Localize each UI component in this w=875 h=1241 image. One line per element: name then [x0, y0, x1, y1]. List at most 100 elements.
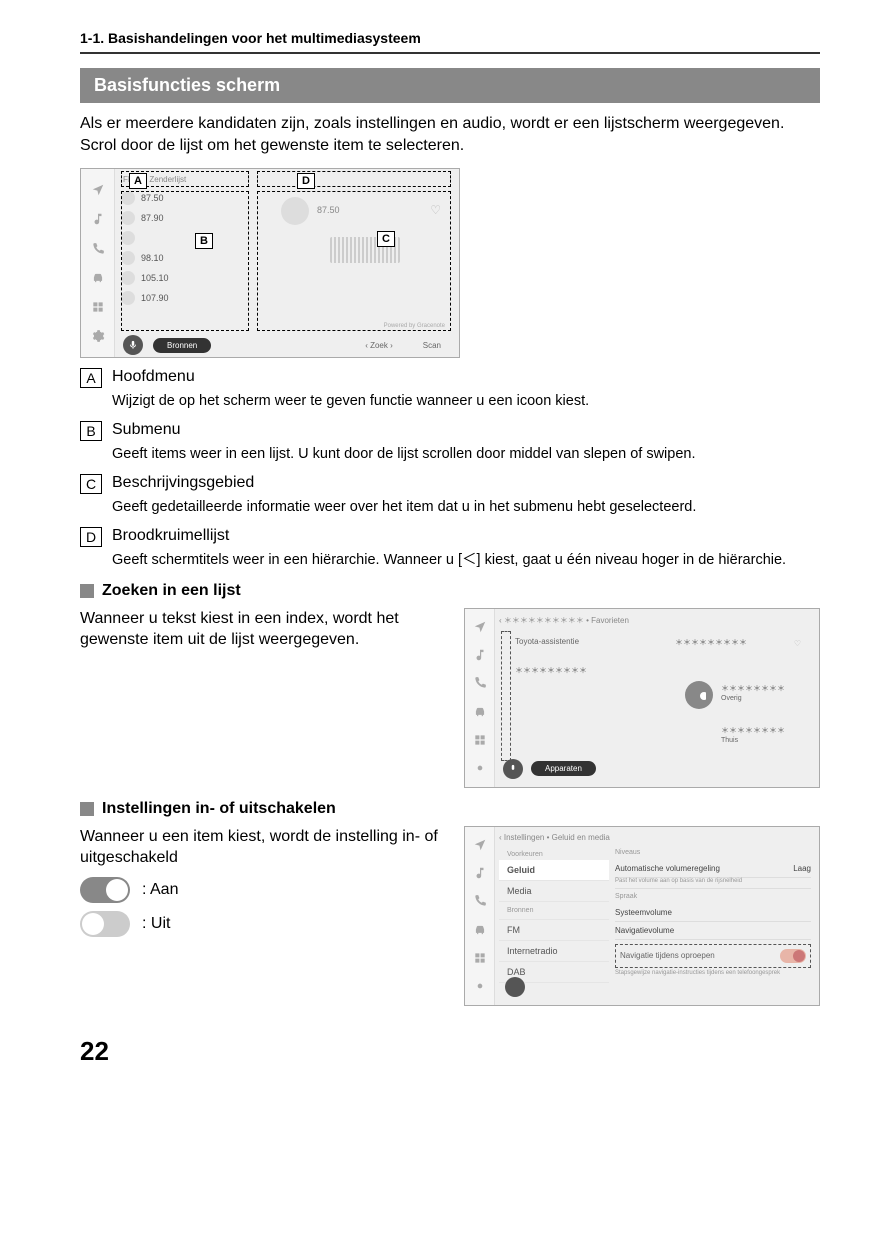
setting-nav-volume-label: Navigatievolume: [615, 926, 674, 935]
sources-button[interactable]: Bronnen: [153, 338, 211, 353]
fig3-breadcrumb: ‹ Instellingen • Geluid en media: [499, 833, 610, 842]
toggle-off-label: : Uit: [142, 913, 170, 935]
zone-d-outline: [257, 171, 451, 187]
phone-icon: [91, 242, 105, 256]
legend-item-d: D Broodkruimellijst: [80, 527, 820, 547]
devices-button[interactable]: Apparaten: [531, 761, 596, 776]
fig1-sidebar: [81, 169, 115, 357]
legend-title-d: Broodkruimellijst: [112, 527, 229, 545]
gear-icon: [473, 979, 487, 993]
legend-title-a: Hoofdmenu: [112, 368, 195, 386]
menu-item-internetradio[interactable]: Internetradio: [499, 941, 609, 962]
setting-auto-volume-desc: Past het volume aan op basis van de rijs…: [615, 878, 811, 889]
car-icon: [91, 271, 105, 285]
page-number: 22: [80, 1036, 820, 1067]
contact-overig: Overig: [721, 695, 742, 702]
square-bullet-icon: [80, 584, 94, 598]
legend-box-c: C: [80, 474, 102, 494]
toggle-on-legend: : Aan: [80, 877, 440, 903]
mic-button[interactable]: [123, 335, 143, 355]
legend-item-a: A Hoofdmenu: [80, 368, 820, 388]
contact-masked-name: ＊＊＊＊＊＊＊＊: [721, 683, 785, 694]
zone-b-outline: [121, 191, 249, 331]
figure-settings-toggle: ‹ Instellingen • Geluid en media Voorkeu…: [464, 826, 820, 1006]
car-icon: [473, 705, 487, 719]
contact-masked-right: ＊＊＊＊＊＊＊＊＊: [675, 637, 747, 648]
favorite-heart-icon[interactable]: ♡: [794, 639, 801, 648]
fig3-sidebar: [465, 827, 495, 1005]
avatar-icon: [685, 681, 713, 709]
figure-search-list: ‹ ＊＊＊＊＊＊＊＊＊＊ • Favorieten Toyota-assiste…: [464, 608, 820, 788]
fig2-sidebar: [465, 609, 495, 787]
legend-desc-b: Geeft items weer in een lijst. U kunt do…: [112, 445, 820, 464]
scan-button[interactable]: Scan: [413, 338, 451, 353]
search-button[interactable]: ‹ Zoek ›: [355, 338, 403, 353]
subheading-toggle-settings: Instellingen in- of uitschakelen: [80, 800, 820, 818]
fig3-right-column: Niveaus Automatische volumeregeling Laag…: [615, 849, 811, 999]
legend-desc-c: Geeft gedetailleerde informatie weer ove…: [112, 498, 820, 517]
legend-title-c: Beschrijvingsgebied: [112, 474, 254, 492]
subheading-search-list: Zoeken in een lijst: [80, 582, 820, 600]
toggle-settings-paragraph: Wanneer u een item kiest, wordt de inste…: [80, 826, 440, 869]
zone-c-outline: [257, 191, 451, 331]
search-list-paragraph: Wanneer u tekst kiest in een index, word…: [80, 608, 440, 651]
legend-item-b: B Submenu: [80, 421, 820, 441]
contact-masked[interactable]: ＊＊＊＊＊＊＊＊＊: [515, 665, 587, 676]
zone-label-b: B: [195, 233, 213, 249]
legend-desc-a: Wijzigt de op het scherm weer te geven f…: [112, 392, 820, 411]
menu-item-media[interactable]: Media: [499, 881, 609, 902]
menu-item-geluid[interactable]: Geluid: [499, 860, 609, 881]
music-note-icon: [473, 866, 487, 880]
toggle-switch-on-icon[interactable]: [780, 949, 806, 963]
fig2-index-column: [501, 631, 511, 761]
legend-desc-d: Geeft schermtitels weer in een hiërarchi…: [112, 551, 820, 570]
mic-icon: [508, 764, 518, 774]
setting-system-volume[interactable]: Systeemvolume: [615, 904, 811, 922]
toggle-on-icon: [80, 877, 130, 903]
setting-nav-during-call-label: Navigatie tijdens oproepen: [620, 951, 715, 960]
setting-nav-volume[interactable]: Navigatievolume: [615, 922, 811, 940]
subheading-toggle-settings-text: Instellingen in- of uitschakelen: [102, 800, 336, 818]
contact-masked-name2: ＊＊＊＊＊＊＊＊: [721, 725, 785, 736]
right-header: Niveaus: [615, 849, 811, 856]
apps-grid-icon: [91, 300, 105, 314]
phone-icon: [473, 676, 487, 690]
legend-title-b: Submenu: [112, 421, 181, 439]
legend-box-b: B: [80, 421, 102, 441]
nav-arrow-icon: [473, 620, 487, 634]
setting-nav-during-call[interactable]: Navigatie tijdens oproepen: [615, 944, 811, 968]
toggle-off-icon: [80, 911, 130, 937]
person-icon: [692, 688, 706, 702]
music-note-icon: [91, 212, 105, 226]
nav-arrow-icon: [91, 183, 105, 197]
contact-toyota-assist[interactable]: Toyota-assistentie: [515, 637, 579, 646]
nav-arrow-icon: [473, 838, 487, 852]
car-icon: [473, 923, 487, 937]
menu-item-fm[interactable]: FM: [499, 920, 609, 941]
setting-system-volume-label: Systeemvolume: [615, 908, 672, 917]
mic-icon: [128, 340, 138, 350]
fig1-bottombar: Bronnen ‹ Zoek › Scan: [115, 333, 459, 357]
menu-header: Voorkeuren: [499, 849, 609, 860]
legend-item-c: C Beschrijvingsgebied: [80, 474, 820, 494]
subheading-search-list-text: Zoeken in een lijst: [102, 582, 241, 600]
gear-icon: [91, 329, 105, 343]
setting-nav-during-call-desc: Stapsgewijze navigatie-instructies tijde…: [615, 970, 811, 976]
toggle-on-label: : Aan: [142, 879, 178, 901]
mic-button[interactable]: [503, 759, 523, 779]
section-title-bar: Basisfuncties scherm: [80, 68, 820, 103]
contact-thuis: Thuis: [721, 737, 738, 744]
square-bullet-icon: [80, 802, 94, 816]
menu-item-bronnen: Bronnen: [499, 902, 609, 920]
figure-basic-screen: FM • Zenderlijst 87.50 87.90 98.10 105.1…: [80, 168, 460, 358]
apps-grid-icon: [473, 733, 487, 747]
phone-icon: [473, 894, 487, 908]
mic-button[interactable]: [505, 977, 525, 997]
zone-label-a: A: [129, 173, 147, 189]
apps-grid-icon: [473, 951, 487, 965]
gear-icon: [473, 761, 487, 775]
zone-label-d: D: [297, 173, 315, 189]
chapter-header: 1-1. Basishandelingen voor het multimedi…: [80, 30, 820, 54]
fig2-breadcrumb: ‹ ＊＊＊＊＊＊＊＊＊＊ • Favorieten: [499, 615, 629, 626]
setting-auto-volume[interactable]: Automatische volumeregeling Laag: [615, 860, 811, 878]
